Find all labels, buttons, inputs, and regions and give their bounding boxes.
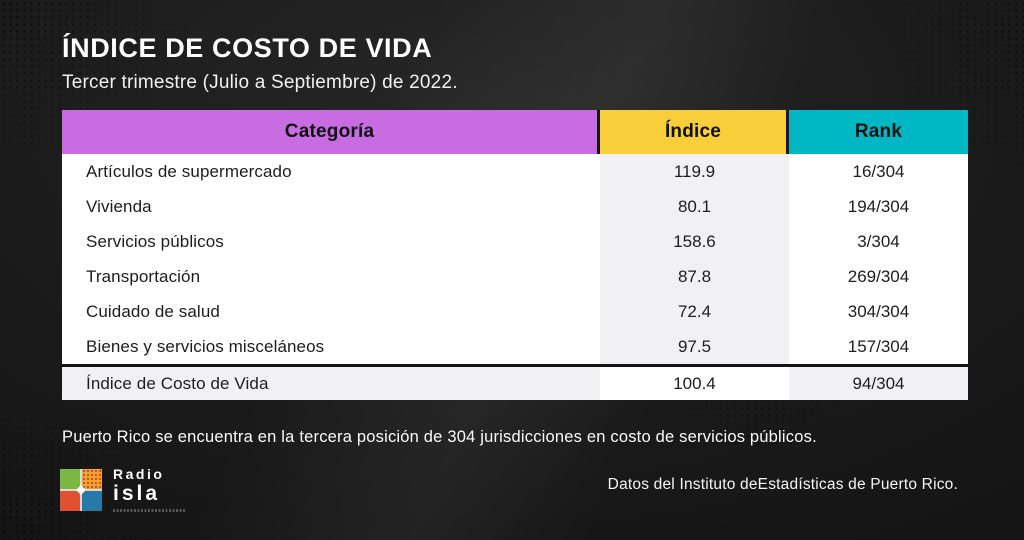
cell-rank: 304/304 [847,301,910,321]
table-row: Cuidado de salud 72.4 304/304 [62,294,968,329]
logo-tagline [113,509,185,512]
table-row: Artículos de supermercado 119.9 16/304 [62,154,968,189]
cell-categoria: Servicios públicos [86,231,224,251]
col-header-categoria: Categoría [62,110,600,154]
cell-rank: 269/304 [847,266,910,286]
cell-indice: 80.1 [600,189,789,224]
cell-indice: 100.4 [600,367,789,400]
col-header-indice: Índice [600,110,789,154]
table-row: Servicios públicos 158.6 3/304 [62,224,968,259]
logo-wordmark: Radio isla [113,467,185,512]
radio-isla-logo: Radio isla [60,467,185,512]
cell-categoria: Cuidado de salud [86,301,220,321]
cell-categoria: Vivienda [86,196,152,216]
cell-indice: 97.5 [600,329,789,364]
cell-rank: 194/304 [847,196,910,216]
cell-indice: 158.6 [600,224,789,259]
cell-rank: 3/304 [857,231,900,251]
logo-quad [60,490,80,511]
table-header-row: Categoría Índice Rank [62,110,968,154]
col-header-rank: Rank [789,110,968,154]
cell-categoria: Transportación [86,266,201,286]
cell-indice: 119.9 [600,154,789,189]
footnote-text: Puerto Rico se encuentra en la tercera p… [62,428,817,446]
logo-wordmark-line1: Radio [113,466,165,482]
total-row-separator [62,364,968,367]
logo-quad [82,468,102,489]
table-row: Vivienda 80.1 194/304 [62,189,968,224]
radio-isla-logo-mark [60,468,102,511]
cell-categoria: Índice de Costo de Vida [86,373,269,393]
cell-categoria: Artículos de supermercado [86,161,292,181]
logo-quad [60,468,80,489]
logo-wordmark-line2: isla [113,482,161,505]
cell-indice: 72.4 [600,294,789,329]
cell-indice: 87.8 [600,259,789,294]
page-title: ÍNDICE DE COSTO DE VIDA [62,33,433,63]
cell-rank: 94/304 [852,373,905,393]
table-row: Bienes y servicios misceláneos 97.5 157/… [62,329,968,364]
logo-quad [82,490,102,511]
cell-rank: 157/304 [847,336,910,356]
cost-of-living-table: Categoría Índice Rank Artículos de super… [62,110,968,400]
table-body: Artículos de supermercado 119.9 16/304 V… [62,154,968,364]
cell-categoria: Bienes y servicios misceláneos [86,336,325,356]
table-total-row: Índice de Costo de Vida 100.4 94/304 [62,367,968,400]
table-row: Transportación 87.8 269/304 [62,259,968,294]
data-source-text: Datos del Instituto deEstadísticas de Pu… [607,476,958,493]
cell-rank: 16/304 [852,161,905,181]
page-subtitle: Tercer trimestre (Julio a Septiembre) de… [62,72,458,93]
